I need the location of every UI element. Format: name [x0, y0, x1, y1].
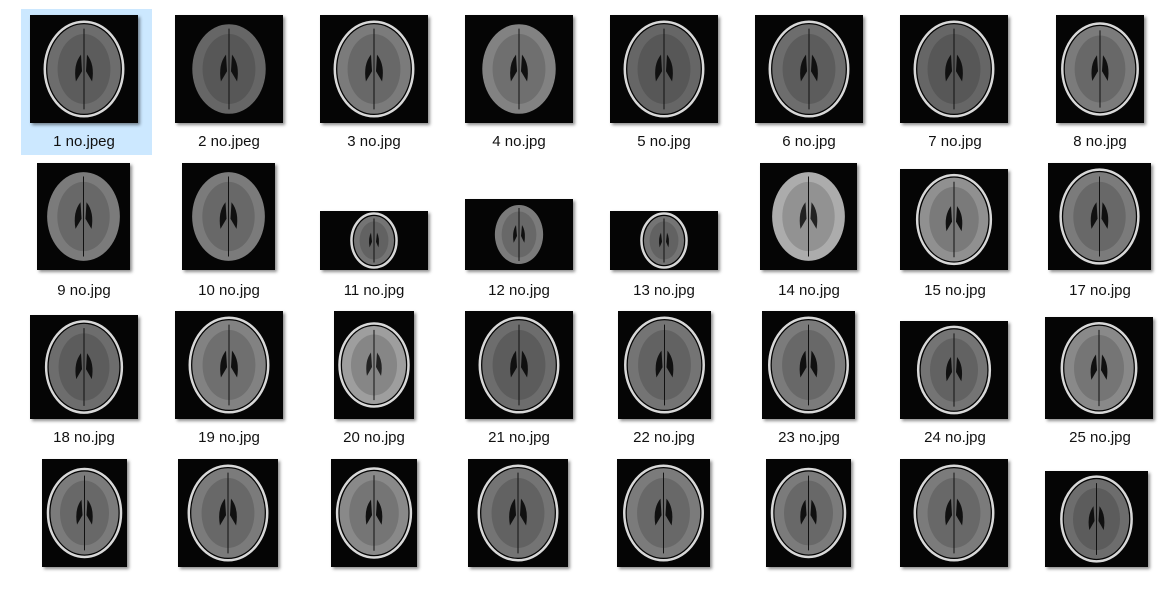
image-thumbnail[interactable]	[1048, 163, 1151, 270]
image-thumbnail[interactable]	[1056, 15, 1144, 123]
file-name-label[interactable]: 5 no.jpg	[637, 133, 691, 150]
file-name-label[interactable]: 10 no.jpg	[198, 282, 260, 299]
image-thumbnail[interactable]	[465, 15, 573, 123]
image-thumbnail[interactable]	[900, 15, 1008, 123]
image-thumbnail[interactable]	[175, 311, 283, 419]
image-thumbnail[interactable]	[766, 459, 851, 567]
image-thumbnail[interactable]	[760, 163, 857, 270]
file-name-label[interactable]: 18 no.jpg	[53, 429, 115, 446]
file-name-label[interactable]: 12 no.jpg	[488, 282, 550, 299]
file-name-label[interactable]: 19 no.jpg	[198, 429, 260, 446]
image-thumbnail[interactable]	[182, 163, 275, 270]
file-name-label[interactable]: 14 no.jpg	[778, 282, 840, 299]
file-explorer-thumbnail-view: { "files": [ {"name": "1 no.jpeg", "sele…	[21, 9, 1153, 567]
file-name-label[interactable]: 9 no.jpg	[57, 282, 111, 299]
image-thumbnail[interactable]	[30, 15, 138, 123]
image-thumbnail[interactable]	[465, 311, 573, 419]
image-thumbnail[interactable]	[755, 15, 863, 123]
file-name-label[interactable]: 22 no.jpg	[633, 429, 695, 446]
image-thumbnail[interactable]	[320, 15, 428, 123]
file-name-label[interactable]: 7 no.jpg	[928, 133, 982, 150]
file-name-label[interactable]: 8 no.jpg	[1073, 133, 1127, 150]
file-name-label[interactable]: 6 no.jpg	[782, 133, 836, 150]
file-name-label[interactable]: 23 no.jpg	[778, 429, 840, 446]
image-thumbnail[interactable]	[617, 459, 710, 567]
image-thumbnail[interactable]	[42, 459, 127, 567]
image-thumbnail[interactable]	[334, 311, 414, 419]
image-thumbnail[interactable]	[331, 459, 417, 567]
image-thumbnail[interactable]	[900, 169, 1008, 270]
image-thumbnail[interactable]	[1045, 471, 1148, 567]
image-thumbnail[interactable]	[900, 459, 1008, 567]
image-thumbnail[interactable]	[1045, 317, 1153, 419]
image-thumbnail[interactable]	[610, 211, 718, 270]
image-thumbnail[interactable]	[175, 15, 283, 123]
file-name-label[interactable]: 3 no.jpg	[347, 133, 401, 150]
image-thumbnail[interactable]	[468, 459, 568, 567]
image-thumbnail[interactable]	[900, 321, 1008, 419]
file-name-label[interactable]: 25 no.jpg	[1069, 429, 1131, 446]
image-thumbnail[interactable]	[618, 311, 711, 419]
image-thumbnail[interactable]	[37, 163, 130, 270]
file-name-label[interactable]: 4 no.jpg	[492, 133, 546, 150]
image-thumbnail[interactable]	[465, 199, 573, 270]
file-name-label[interactable]: 24 no.jpg	[924, 429, 986, 446]
image-thumbnail[interactable]	[178, 459, 278, 567]
file-name-label[interactable]: 13 no.jpg	[633, 282, 695, 299]
file-name-label[interactable]: 15 no.jpg	[924, 282, 986, 299]
file-name-label[interactable]: 11 no.jpg	[343, 282, 405, 299]
image-thumbnail[interactable]	[610, 15, 718, 123]
file-name-label[interactable]: 2 no.jpeg	[198, 133, 260, 150]
image-thumbnail[interactable]	[320, 211, 428, 270]
file-name-label[interactable]: 21 no.jpg	[488, 429, 550, 446]
file-name-label[interactable]: 20 no.jpg	[343, 429, 405, 446]
file-name-label[interactable]: 1 no.jpeg	[53, 133, 115, 150]
image-thumbnail[interactable]	[30, 315, 138, 419]
image-thumbnail[interactable]	[762, 311, 855, 419]
file-name-label[interactable]: 17 no.jpg	[1069, 282, 1131, 299]
